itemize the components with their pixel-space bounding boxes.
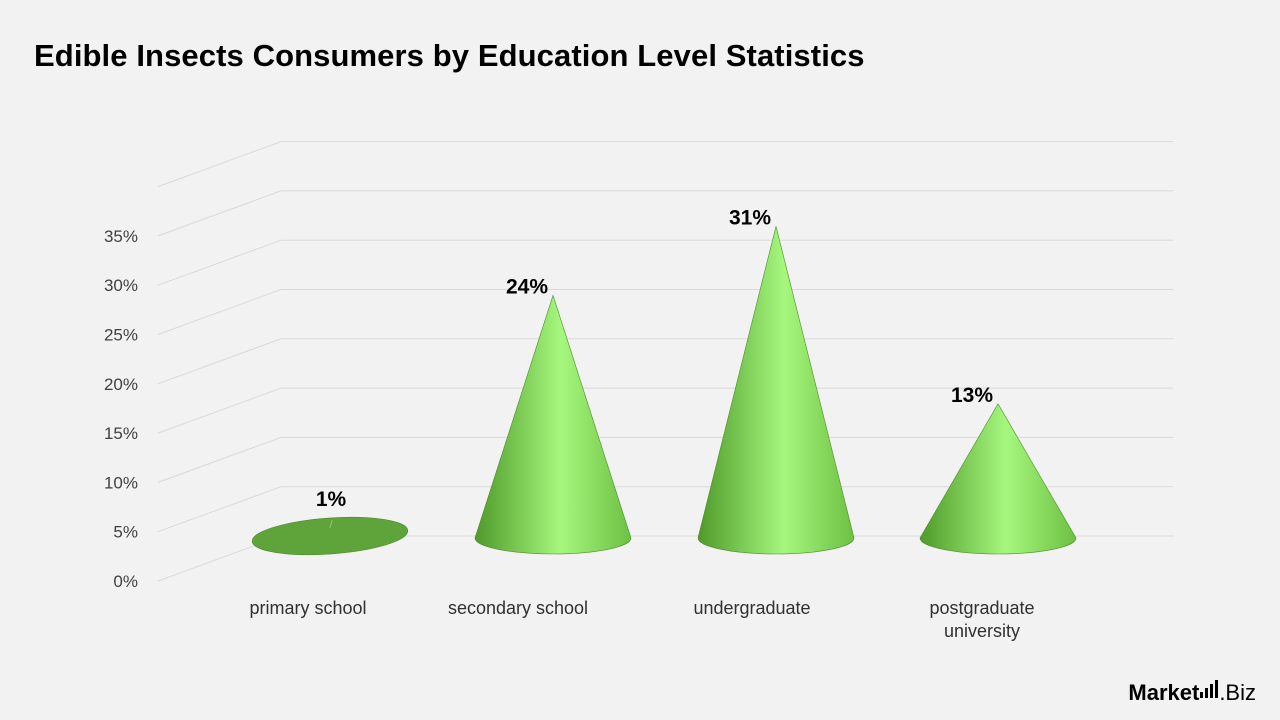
gridlines — [157, 141, 1173, 582]
gridline — [157, 486, 1173, 533]
cone-bar — [251, 516, 409, 556]
x-category-label: secondary school — [448, 598, 588, 618]
y-tick-label: 30% — [104, 276, 138, 295]
cone-bar — [919, 403, 1077, 555]
gridline — [157, 338, 1173, 385]
gridline — [157, 190, 1173, 237]
chart-title: Edible Insects Consumers by Education Le… — [34, 38, 865, 73]
y-tick-label: 15% — [104, 424, 138, 443]
data-label: 13% — [951, 384, 993, 407]
gridline — [157, 239, 1173, 286]
x-category-label: undergraduate — [693, 598, 810, 618]
cone-bar — [697, 226, 855, 555]
gridline — [157, 289, 1173, 335]
marketbiz-logo: Market .Biz — [1128, 680, 1256, 706]
x-category-label: postgraduate university — [929, 598, 1034, 641]
y-tick-label: 20% — [104, 375, 138, 394]
y-tick-label: 25% — [104, 326, 138, 345]
cone-bar — [474, 294, 632, 555]
cone-body — [697, 226, 855, 555]
cone-tip — [329, 519, 333, 529]
cones — [251, 226, 1077, 556]
data-label: 31% — [729, 206, 771, 229]
gridline — [157, 387, 1173, 434]
y-axis-ticks: 0% 5% 10% 15% 20% 25% 30% 35% — [104, 227, 138, 591]
gridline — [157, 141, 1173, 188]
logo-bars-icon — [1200, 680, 1219, 698]
logo-suffix: .Biz — [1219, 680, 1256, 705]
logo-brand: Market — [1128, 680, 1200, 705]
cone-disk — [251, 516, 409, 556]
data-labels: 1% 24% 31% 13% — [316, 206, 994, 511]
y-tick-label: 10% — [104, 473, 138, 492]
cone-body — [474, 294, 632, 555]
gridline — [157, 436, 1173, 483]
y-tick-label: 0% — [113, 572, 138, 591]
x-category-label: primary school — [249, 598, 366, 618]
data-label: 24% — [506, 275, 548, 298]
cone-body — [919, 403, 1077, 555]
y-tick-label: 5% — [113, 523, 138, 542]
y-tick-label: 35% — [104, 227, 138, 246]
data-label: 1% — [316, 488, 347, 511]
x-axis-categories: primary school secondary school undergradu… — [249, 598, 1034, 641]
